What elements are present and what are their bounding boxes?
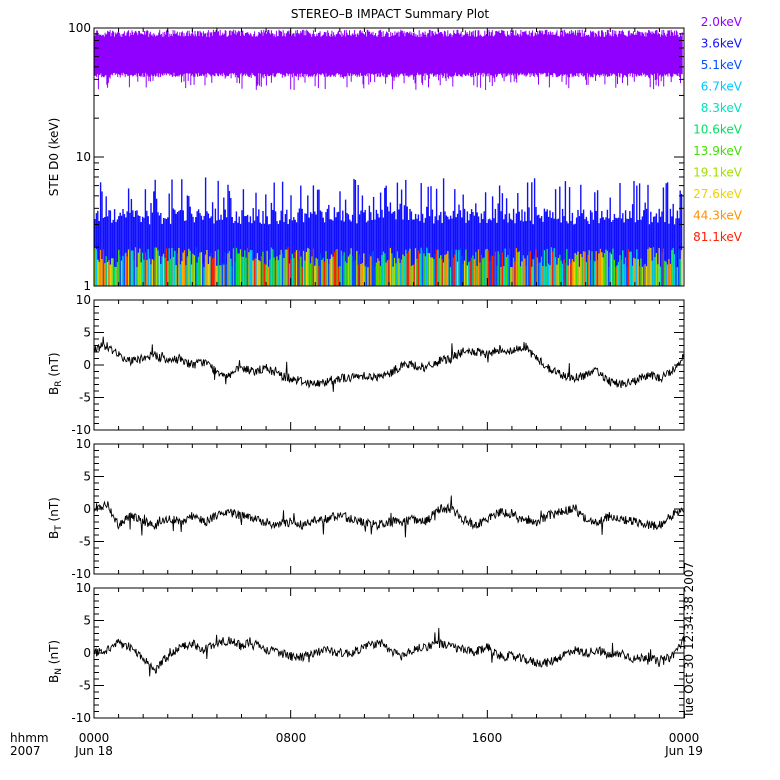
y-tick-label: 5 — [83, 326, 91, 340]
legend-entry: 81.1keV — [693, 230, 743, 244]
legend-entry: 2.0keV — [701, 15, 743, 29]
b-series-line — [93, 495, 685, 538]
y-tick-label: 5 — [83, 614, 91, 628]
y-axis-label: BR (nT) — [47, 352, 64, 395]
x-tick-label: 1600 — [472, 731, 503, 745]
b-series-line — [93, 336, 685, 392]
y-tick-label: 0 — [83, 502, 91, 516]
x-axis-label-hhmm: hhmm — [10, 731, 49, 745]
legend-entry: 8.3keV — [701, 101, 743, 115]
b-panel: 10 5 0 -5 -10 BN (nT) — [47, 581, 685, 725]
legend-entry: 27.6keV — [693, 187, 743, 201]
legend-entry: 10.6keV — [693, 123, 743, 137]
plot-title: STEREO–B IMPACT Summary Plot — [291, 7, 490, 21]
x-date-label: Jun 18 — [74, 744, 113, 758]
y-axis-label: BN (nT) — [47, 640, 64, 683]
x-tick-label: 0000 — [79, 731, 110, 745]
y-tick-label: 0 — [83, 358, 91, 372]
b-panel: 10 5 0 -5 -10 BR (nT) — [47, 293, 685, 437]
y-tick-label: -5 — [79, 535, 91, 549]
y-tick-label: -10 — [71, 423, 91, 437]
legend-entry: 44.3keV — [693, 209, 743, 223]
y-tick-label: 10 — [76, 293, 91, 307]
b-panel-frame — [93, 443, 685, 575]
y-tick-label: -10 — [71, 711, 91, 725]
legend-entry: 19.1keV — [693, 166, 743, 180]
y-tick-label: -5 — [79, 679, 91, 693]
b-panel-frame — [93, 299, 685, 431]
y-tick-label: 0 — [83, 646, 91, 660]
legend-entry: 6.7keV — [701, 80, 743, 94]
ste-panel: 1 10 100 STE D0 (keV) — [47, 21, 685, 293]
x-axis-label-year: 2007 — [10, 744, 41, 758]
y-tick-label: 10 — [76, 581, 91, 595]
timestamp-label: Tue Oct 30 12:34:38 2007 — [682, 562, 696, 719]
y-tick-label: -5 — [79, 391, 91, 405]
legend-entry: 5.1keV — [701, 58, 743, 72]
y-tick-label: 10 — [76, 150, 91, 164]
x-tick-label: 0000 — [669, 731, 700, 745]
y-tick-label: 10 — [76, 437, 91, 451]
legend-entry: 13.9keV — [693, 144, 743, 158]
legend-entry: 3.6keV — [701, 37, 743, 51]
b-series-line — [93, 627, 685, 677]
y-tick-label: 5 — [83, 470, 91, 484]
y-tick-label: 1 — [83, 279, 91, 293]
y-axis-label: STE D0 (keV) — [47, 118, 61, 197]
ste-2kev-series — [94, 29, 683, 90]
b-panel: 10 5 0 -5 -10 BT (nT) — [47, 437, 685, 581]
y-axis-label: BT (nT) — [47, 497, 64, 539]
y-tick-label: -10 — [71, 567, 91, 581]
x-tick-label: 0800 — [276, 731, 307, 745]
y-tick-label: 100 — [68, 21, 91, 35]
x-date-label: Jun 19 — [664, 744, 703, 758]
